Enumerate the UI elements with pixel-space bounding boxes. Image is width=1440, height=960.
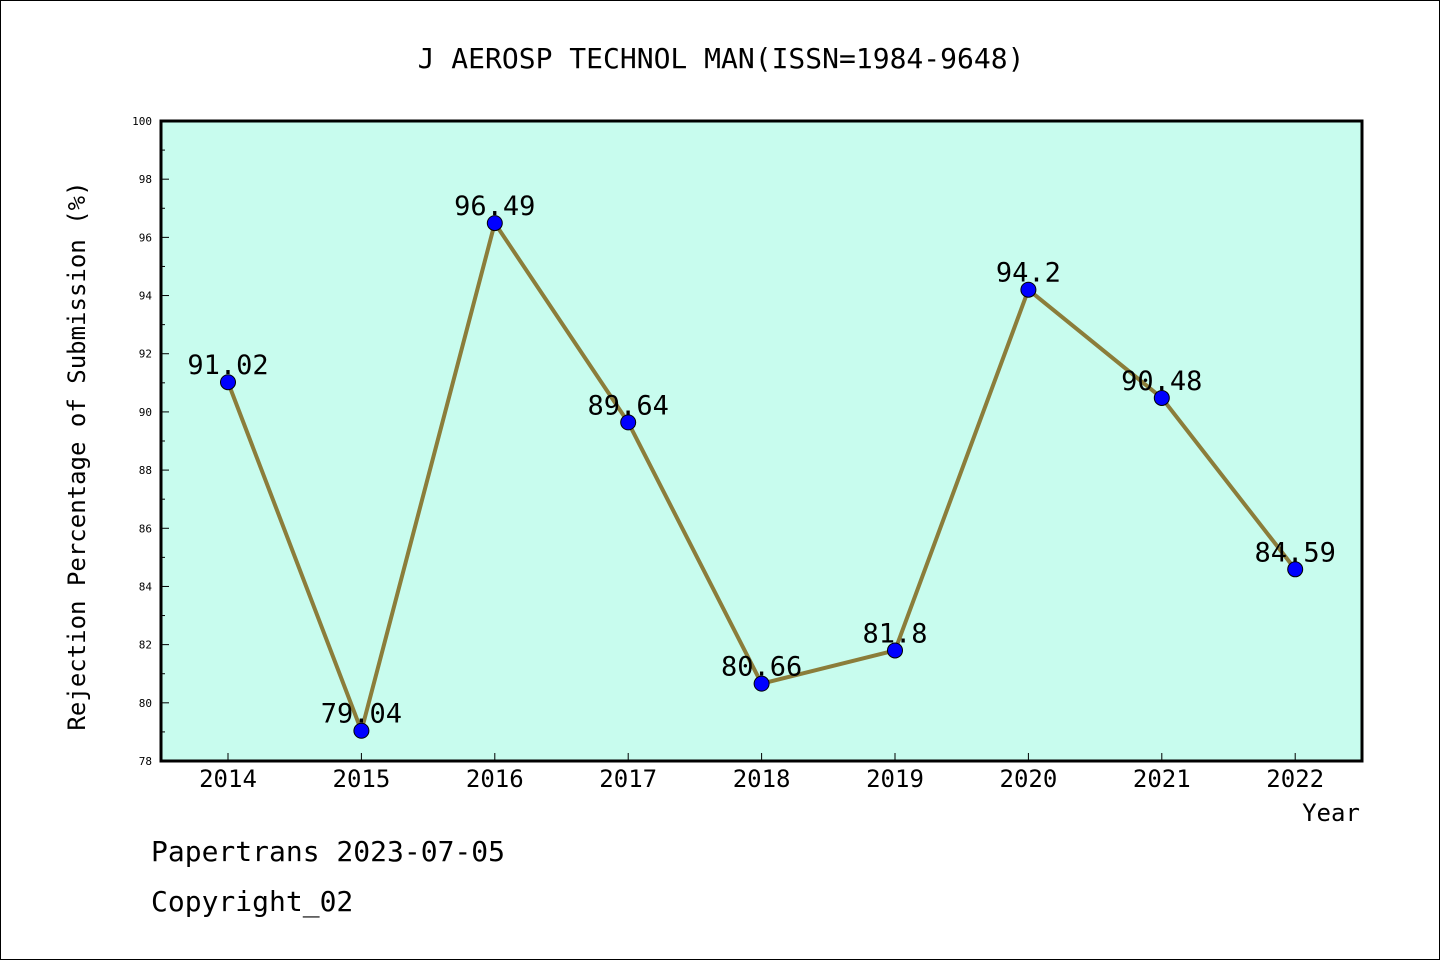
x-axis: 2014 2015 2016 2017 2018 2019 2020 2021 2022 [199, 753, 1324, 793]
y-tick-label: 100 [132, 115, 152, 128]
x-tick-label: 2021 [1133, 765, 1191, 793]
x-tick-label: 2019 [866, 765, 924, 793]
y-tick-label: 82 [139, 639, 152, 652]
x-tick-label: 2022 [1266, 765, 1324, 793]
y-tick-label: 90 [139, 406, 152, 419]
data-label: 84.59 [1255, 537, 1336, 568]
y-tick-label: 88 [139, 464, 152, 477]
x-tick-label: 2018 [733, 765, 791, 793]
x-tick-label: 2015 [333, 765, 391, 793]
data-point [620, 414, 637, 431]
y-tick-label: 94 [139, 290, 153, 303]
data-point [753, 675, 770, 692]
data-label: 89.64 [588, 390, 669, 421]
x-tick-label: 2020 [1000, 765, 1058, 793]
data-point [1153, 389, 1170, 406]
data-label: 96.49 [454, 191, 535, 222]
x-tick-label: 2017 [599, 765, 657, 793]
y-tick-label: 80 [139, 697, 152, 710]
data-point [353, 722, 370, 739]
data-point [220, 374, 236, 391]
data-point [887, 642, 903, 659]
data-point [486, 215, 503, 232]
y-axis-label: Rejection Percentage of Submission (%) [63, 181, 91, 730]
data-point [1287, 561, 1304, 578]
data-label: 81.8 [862, 618, 927, 649]
plot-border [159, 119, 1364, 763]
footer-papertrans: Papertrans 2023-07-05 [151, 835, 506, 868]
y-tick-label: 96 [139, 231, 152, 244]
data-label: 80.66 [721, 652, 802, 683]
chart-title: J AEROSP TECHNOL MAN(ISSN=1984-9648) [418, 42, 1025, 75]
y-axis: 78 80 82 84 86 88 90 92 94 96 98 100 [132, 115, 169, 768]
y-tick-label: 92 [139, 348, 152, 361]
footer-copyright: Copyright_02 [151, 885, 354, 918]
x-tick-label: 2016 [466, 765, 524, 793]
y-tick-label: 86 [139, 522, 152, 535]
plot-area [161, 121, 1362, 761]
data-label: 90.48 [1121, 366, 1202, 397]
x-tick-label: 2014 [199, 765, 257, 793]
data-label: 94.2 [996, 258, 1061, 289]
y-tick-label: 84 [139, 580, 153, 593]
data-point [1020, 281, 1037, 298]
y-tick-label: 78 [139, 755, 152, 768]
data-label: 91.02 [187, 350, 268, 381]
y-tick-label: 98 [139, 173, 152, 186]
series-layer: 91.02 79.04 96.49 89.64 80.66 81.8 94.2 90.48 84… [187, 191, 1336, 739]
data-label: 79.04 [321, 699, 402, 730]
x-axis-label: Year [1302, 799, 1360, 827]
